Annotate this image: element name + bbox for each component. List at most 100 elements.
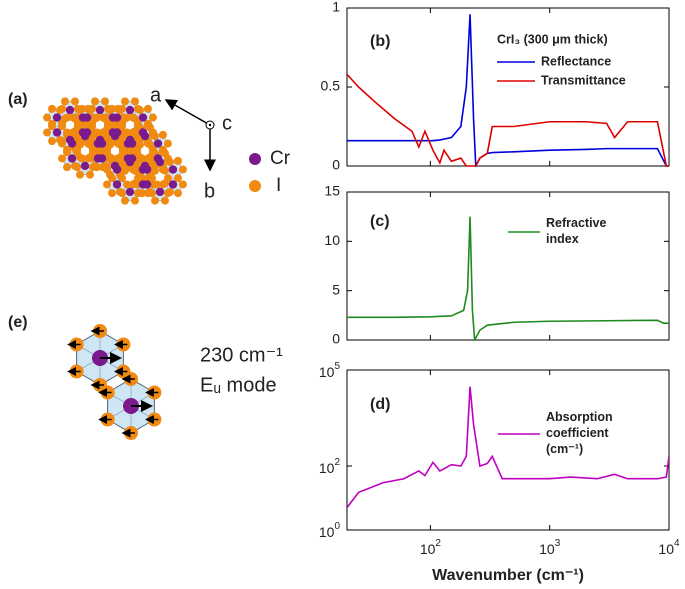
chromium-atom xyxy=(67,139,77,148)
chromium-atom xyxy=(125,187,135,197)
iodine-atom xyxy=(146,123,154,132)
iodine-atom xyxy=(133,180,142,189)
chromium-atom xyxy=(125,105,135,115)
iodine-atom xyxy=(88,139,97,148)
legend-label: I xyxy=(276,175,281,196)
iodine-atom xyxy=(118,189,127,198)
chromium-atom xyxy=(65,105,75,115)
iodine-atom xyxy=(48,104,57,113)
panel-label: (e) xyxy=(8,314,28,331)
chromium-atom xyxy=(155,157,165,167)
iodine-atom xyxy=(103,165,112,174)
chart-title: CrI₃ (300 μm thick) xyxy=(497,32,608,46)
iodine-atom xyxy=(101,97,109,106)
iodine-atom xyxy=(153,180,162,189)
chromium-atom xyxy=(168,165,178,174)
iodine-atom xyxy=(173,174,182,183)
y-tick-label: 1 xyxy=(332,0,340,15)
iodine-atom xyxy=(91,97,99,106)
panel-label: (c) xyxy=(370,213,390,230)
iodine-atom xyxy=(143,139,152,148)
legend-label: Refractive index xyxy=(546,216,606,246)
iodine-atom xyxy=(73,148,82,157)
chromium-atom xyxy=(168,180,178,189)
series-line xyxy=(347,386,669,509)
iodine-atom xyxy=(178,180,187,189)
iodine-atom xyxy=(58,154,67,163)
iodine-atom xyxy=(108,104,117,113)
chromium-atom xyxy=(67,154,77,163)
iodine-atom xyxy=(63,148,72,157)
iodine-atom xyxy=(163,139,172,148)
axes-box xyxy=(346,191,670,341)
y-tick-label: 0 xyxy=(332,331,340,347)
chromium-atom xyxy=(138,113,148,122)
axis-label: b xyxy=(204,180,215,202)
chromium-atom xyxy=(125,157,135,167)
chromium-atom xyxy=(142,165,152,174)
iodine-atom xyxy=(118,139,127,148)
y-tick-label: 0.5 xyxy=(321,78,341,94)
y-tick-label: 10 xyxy=(324,232,340,248)
series-line xyxy=(347,216,669,341)
iodine-atom xyxy=(58,122,67,131)
iodine-atom xyxy=(76,170,84,179)
iodine-atom xyxy=(118,174,127,183)
iodine-atom xyxy=(86,106,94,115)
iodine-atom xyxy=(61,97,69,106)
iodine-atom xyxy=(73,163,82,172)
legend-swatch xyxy=(249,180,261,192)
axis-label: a xyxy=(150,84,162,106)
legend-label: Absorption coefficient (cm⁻¹) xyxy=(546,410,613,456)
iodine-atom xyxy=(138,174,147,183)
iodine-atom xyxy=(61,114,69,123)
iodine-atom xyxy=(158,130,167,139)
chromium-atom xyxy=(155,187,165,197)
legend-label: Reflectance xyxy=(541,54,611,68)
iodine-atom xyxy=(173,156,182,165)
iodine-atom xyxy=(123,180,132,189)
iodine-atom xyxy=(116,106,124,115)
chromium-atom xyxy=(97,154,107,163)
panel-label: (d) xyxy=(370,396,390,413)
iodine-atom xyxy=(88,154,97,163)
chromium-atom xyxy=(95,105,105,115)
y-tick-label: 0 xyxy=(332,157,340,173)
iodine-atom xyxy=(78,104,87,113)
iodine-atom xyxy=(151,166,159,175)
chromium-atom xyxy=(97,139,107,148)
iodine-atom xyxy=(148,174,157,183)
x-axis-label: Wavenumber (cm⁻¹) xyxy=(432,567,584,584)
chromium-atom xyxy=(82,113,92,122)
iodine-atom xyxy=(56,106,64,115)
iodine-atom xyxy=(43,128,52,137)
iodine-atom xyxy=(133,104,142,113)
iodine-atom xyxy=(161,196,169,205)
iodine-atom xyxy=(93,163,102,172)
chromium-atom xyxy=(112,113,122,122)
iodine-atom xyxy=(158,165,167,174)
y-tick-label: 15 xyxy=(324,183,340,199)
phonon-mode xyxy=(67,324,162,440)
series-line xyxy=(347,73,669,167)
chromium-atom xyxy=(80,131,90,141)
chromium-atom xyxy=(52,128,62,137)
panel-label: (b) xyxy=(370,33,390,50)
iodine-atom xyxy=(136,140,144,149)
iodine-atom xyxy=(128,113,137,122)
x-tick-label: 104 xyxy=(658,538,680,557)
iodine-atom xyxy=(143,104,152,113)
chromium-atom xyxy=(127,139,137,148)
legend-label: Transmittance xyxy=(541,73,626,87)
iodine-atom xyxy=(73,113,82,122)
panel-label: (a) xyxy=(8,91,28,108)
iodine-atom xyxy=(151,196,159,205)
iodine-atom xyxy=(178,165,187,174)
axis-arrow xyxy=(164,99,211,126)
axis-label: c xyxy=(222,112,232,134)
iodine-atom xyxy=(43,113,52,122)
iodine-atom xyxy=(166,187,174,196)
iodine-atom xyxy=(78,154,87,163)
iodine-atom xyxy=(91,114,99,123)
iodine-atom xyxy=(161,179,169,188)
